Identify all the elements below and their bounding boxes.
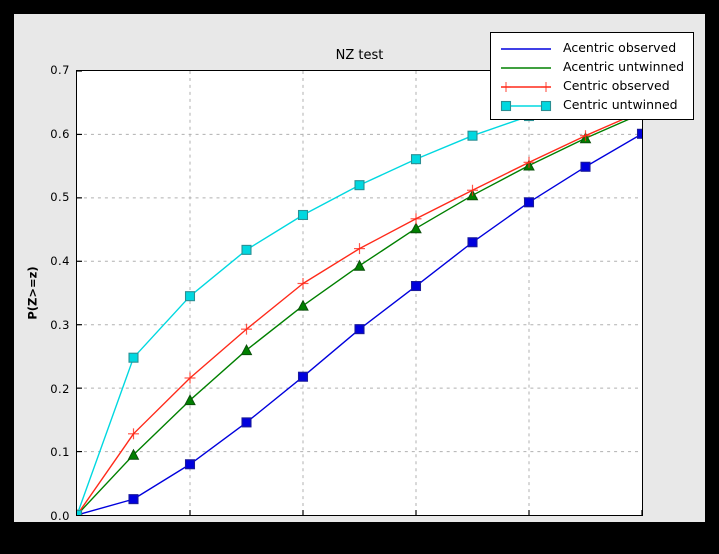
data-marker-square bbox=[354, 180, 365, 191]
legend-swatch bbox=[498, 41, 554, 55]
legend-label: Centric observed bbox=[563, 78, 670, 93]
data-marker-square bbox=[297, 209, 309, 221]
legend-label: Acentric observed bbox=[563, 40, 677, 55]
data-marker-square bbox=[128, 352, 139, 363]
plot-svg bbox=[77, 71, 642, 515]
legend-swatch bbox=[498, 79, 554, 93]
y-tick-label: 0.4 bbox=[50, 254, 70, 269]
data-marker-square bbox=[241, 244, 252, 255]
legend-swatch bbox=[498, 98, 554, 112]
data-marker-square bbox=[297, 371, 309, 382]
x-tick-label: 0.8 bbox=[519, 520, 540, 534]
legend-swatch-svg bbox=[501, 81, 551, 92]
x-axis-ticks: 0.0 0.2 0.4 0.6 0.8 1.0 bbox=[66, 520, 652, 540]
legend-item: Centric observed bbox=[498, 76, 684, 95]
chart-title: NZ test bbox=[335, 48, 384, 63]
data-marker-square bbox=[467, 237, 478, 248]
legend-swatch-svg bbox=[501, 66, 551, 69]
y-tick-label: 0.3 bbox=[50, 317, 70, 332]
legend-marker-square bbox=[500, 100, 512, 111]
y-tick-label: 0.2 bbox=[50, 381, 70, 396]
data-marker-square bbox=[184, 291, 196, 302]
chart-legend: Acentric observed Acentric untwinned Centr… bbox=[490, 32, 695, 120]
data-marker-square bbox=[636, 128, 642, 139]
data-marker-square bbox=[467, 130, 478, 141]
series-acentric-observed bbox=[77, 128, 642, 515]
data-marker-square bbox=[184, 459, 196, 470]
y-axis-ticks: 0.0 0.1 0.2 0.3 0.4 0.5 0.6 0.7 bbox=[14, 63, 70, 523]
x-tick-label: 0.2 bbox=[179, 520, 200, 534]
y-tick-label: 0.0 bbox=[50, 509, 70, 523]
data-marker-square bbox=[77, 509, 83, 515]
data-marker-square bbox=[128, 494, 139, 505]
series-line bbox=[77, 112, 642, 515]
data-marker-square bbox=[523, 197, 535, 208]
data-marker-square bbox=[410, 154, 422, 165]
x-tick-label: 0.6 bbox=[406, 520, 427, 534]
data-marker-square bbox=[580, 161, 591, 172]
x-tick-label: 1.0 bbox=[633, 520, 653, 534]
figure-canvas: NZ test P(Z>=z) 0.0 0.1 0.2 0.3 0.4 0.5 0.6 0.7… bbox=[14, 14, 705, 554]
data-marker-square bbox=[410, 280, 422, 292]
data-marker-triangle bbox=[240, 344, 253, 356]
legend-item: Acentric untwinned bbox=[498, 57, 684, 76]
y-tick-label: 0.1 bbox=[50, 445, 70, 460]
x-axis-label: Z bbox=[355, 540, 364, 554]
legend-label: Acentric untwinned bbox=[563, 59, 685, 74]
legend-marker-square bbox=[540, 100, 552, 111]
legend-swatch-svg bbox=[500, 100, 552, 111]
legend-item: Centric untwinned bbox=[498, 95, 684, 114]
legend-swatch-svg bbox=[501, 47, 551, 50]
x-tick-label: 0.0 bbox=[66, 520, 86, 534]
data-marker-triangle bbox=[127, 448, 140, 460]
x-tick-label: 0.4 bbox=[292, 520, 313, 534]
y-tick-label: 0.5 bbox=[50, 190, 70, 205]
series-line bbox=[77, 110, 642, 515]
data-marker-square bbox=[354, 324, 365, 335]
y-tick-label: 0.7 bbox=[50, 63, 70, 77]
data-marker-triangle bbox=[410, 222, 422, 234]
legend-item: Acentric observed bbox=[498, 38, 684, 57]
legend-swatch bbox=[498, 60, 554, 74]
y-tick-label: 0.6 bbox=[50, 126, 70, 141]
series-acentric-untwinned bbox=[77, 107, 642, 515]
plot-area bbox=[76, 70, 643, 516]
data-marker-triangle bbox=[297, 299, 309, 311]
data-marker-square bbox=[241, 417, 252, 428]
legend-label: Centric untwinned bbox=[563, 97, 678, 112]
data-marker-triangle bbox=[184, 394, 196, 406]
series-centric-observed bbox=[77, 105, 642, 515]
series-centric-untwinned bbox=[77, 79, 642, 515]
data-marker-triangle bbox=[353, 259, 366, 271]
